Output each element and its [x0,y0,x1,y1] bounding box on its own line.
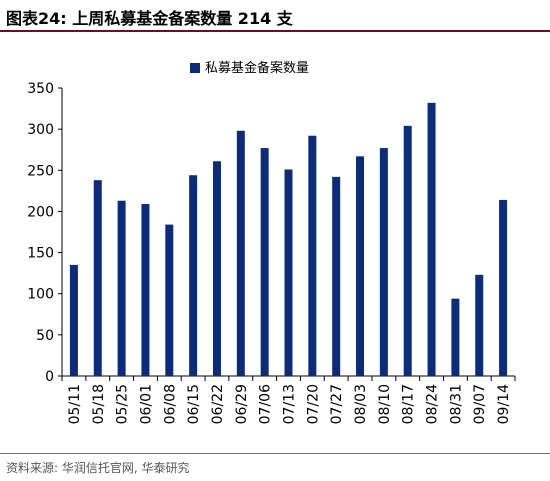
bar-09-07 [475,274,484,376]
legend-label: 私募基金备案数量 [205,60,309,76]
x-tick-label: 05/11 [67,384,83,424]
bar-05-18 [93,180,102,376]
y-tick-label: 200 [27,204,54,220]
bar-08-10 [379,148,388,376]
legend-swatch [190,63,200,73]
x-tick-label: 07/27 [329,384,345,424]
bar-06-08 [165,224,174,376]
y-tick-label: 100 [27,287,54,303]
x-tick-label: 05/18 [91,384,107,424]
bar-06-15 [189,175,198,376]
bar-06-29 [236,130,245,376]
bar-08-31 [451,298,460,376]
x-tick-label: 07/13 [282,384,298,424]
bar-08-03 [356,156,365,376]
x-tick-label: 07/06 [258,384,274,424]
x-tick-label: 07/20 [305,384,321,424]
x-tick-label: 05/25 [115,384,131,424]
x-tick-label: 08/10 [377,384,393,424]
bar-chart: 0 50 100 150 200 250 300 350 05/11 05/18 05/25 06/0… [27,60,516,424]
y-tick-label: 50 [36,328,54,344]
x-tick-label: 08/24 [425,384,441,424]
y-tick-label: 0 [45,369,54,385]
x-tick-label: 08/03 [353,384,369,424]
bar-07-13 [284,169,293,376]
bar-08-17 [403,125,412,376]
x-tick-label: 08/31 [448,384,464,424]
figure-title: 图表24: 上周私募基金备案数量 214 支 [6,9,293,28]
y-tick-label: 250 [27,163,54,179]
x-tick-label: 06/29 [234,384,250,424]
x-tick-label: 06/01 [138,384,154,424]
bar-07-20 [308,135,317,376]
bar-09-14 [499,199,508,376]
x-tick-label: 09/14 [496,384,512,424]
bar-06-01 [141,204,150,376]
bar-05-11 [69,264,78,376]
x-tick-label: 06/22 [210,384,226,424]
y-tick-label: 150 [27,246,54,262]
y-tick-label: 300 [27,122,54,138]
title-divider [0,30,550,32]
source-note: 资料来源: 华润信托官网, 华泰研究 [6,461,190,475]
source-divider [0,453,550,454]
x-tick-label: 08/17 [401,384,417,424]
y-tick-label: 350 [27,81,54,97]
bar-08-24 [427,102,436,376]
bar-07-06 [260,148,269,376]
x-tick-label: 06/15 [186,384,202,424]
x-tick-label: 09/07 [472,384,488,424]
title-bar: 图表24: 上周私募基金备案数量 214 支 [0,0,550,32]
bar-07-27 [332,176,341,376]
bar-06-22 [212,161,221,376]
x-tick-label: 06/08 [162,384,178,424]
bar-05-25 [117,200,126,376]
